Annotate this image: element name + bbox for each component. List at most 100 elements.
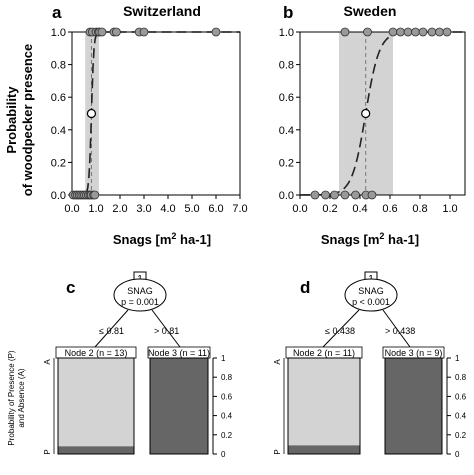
p0-presence-point bbox=[139, 27, 149, 37]
p2-split-left-label: ≤ 0.81 bbox=[99, 326, 124, 336]
p1-absence-point bbox=[367, 190, 377, 200]
p1-xtick-label: 0.6 bbox=[382, 203, 397, 215]
p2-node-label: Node 2 (n = 13) bbox=[65, 348, 128, 358]
p3-node-label: Node 2 (n = 11) bbox=[293, 348, 355, 358]
p2-node-label: Node 3 (n = 11) bbox=[148, 348, 210, 358]
p0-ytick-label: 0.0 bbox=[51, 190, 66, 202]
p1-ytick-label: 0.0 bbox=[279, 190, 294, 202]
p3-split-right-label: > 0.438 bbox=[385, 326, 415, 336]
p2-branch-right bbox=[151, 309, 181, 348]
p0-presence-point bbox=[211, 27, 221, 37]
p1-presence-point bbox=[411, 27, 420, 37]
p3-bar-frame bbox=[384, 357, 443, 455]
panel-b-xlabel: Snags [m2 ha-1] bbox=[321, 231, 419, 247]
p1-presence-point bbox=[363, 27, 372, 37]
p3-prob-tick-label: 0.8 bbox=[455, 373, 467, 382]
panel-a-ylabel-line1: Probability bbox=[4, 86, 19, 154]
p0-xtick-label: 7.0 bbox=[232, 203, 247, 215]
p2-presence-bar bbox=[58, 446, 134, 454]
p0-xtick-label: 6.0 bbox=[208, 203, 223, 215]
p1-presence-point bbox=[427, 27, 437, 37]
panel-b-label: b bbox=[283, 3, 293, 22]
p3-absence-bar bbox=[288, 358, 360, 446]
panel-b: b Sweden Snags [m2 ha-1] 0.0 0.2 0.4 0.6 0.8… bbox=[279, 3, 466, 247]
p0-ytick-label: 0.4 bbox=[51, 125, 66, 137]
panel-a: a Switzerland Probability of woodpecker … bbox=[4, 3, 248, 247]
p0-xtick-label: 2.0 bbox=[112, 203, 127, 215]
p1-midpoint-marker bbox=[361, 108, 371, 119]
p0-xtick-label: 1.0 bbox=[88, 203, 103, 215]
p1-logistic-curve bbox=[300, 31, 465, 196]
p3-axis-a-label: A bbox=[273, 359, 282, 365]
panel-c-ylabel-line2: and Absence (A) bbox=[17, 368, 26, 427]
p3-bar-frame bbox=[287, 357, 361, 455]
p1-ytick-label: 0.6 bbox=[279, 92, 294, 104]
p2-axis-a-label: A bbox=[43, 359, 52, 365]
p0-ytick-label: 0.2 bbox=[51, 157, 66, 169]
p3-presence-bar bbox=[385, 358, 442, 454]
p2-absence-bar bbox=[58, 358, 134, 447]
p0-xtick-label: 3.0 bbox=[136, 203, 151, 215]
p2-presence-bar bbox=[150, 358, 208, 454]
p1-presence-point bbox=[435, 27, 444, 37]
panel-c-label: c bbox=[66, 278, 75, 297]
p2-split-node bbox=[113, 278, 167, 312]
panel-c-ylabel-line1: Probability of Presence (P) bbox=[7, 350, 16, 445]
p2-split-variable: SNAG bbox=[127, 286, 153, 296]
p2-prob-tick-label: 0 bbox=[221, 450, 226, 459]
p2-bar-frame bbox=[57, 357, 135, 455]
p2-prob-tick-label: 1 bbox=[221, 354, 226, 363]
panel-a-label: a bbox=[52, 3, 62, 22]
p1-presence-point bbox=[403, 27, 413, 37]
p0-xtick-label: 4.0 bbox=[160, 203, 175, 215]
p1-presence-point bbox=[340, 27, 350, 37]
panel-b-title: Sweden bbox=[344, 3, 397, 19]
p0-xtick-label: 0.0 bbox=[64, 203, 79, 215]
p3-prob-tick-label: 0 bbox=[455, 450, 460, 459]
p1-xtick-label: 0.0 bbox=[292, 203, 307, 215]
p2-prob-tick-label: 0.4 bbox=[221, 412, 233, 421]
p0-xtick-label: 5.0 bbox=[184, 203, 199, 215]
p3-split-left-label: ≤ 0.438 bbox=[325, 326, 355, 336]
p1-ytick-label: 0.4 bbox=[279, 125, 294, 137]
p1-xtick-label: 1.0 bbox=[442, 203, 457, 215]
p2-prob-tick-label: 0.2 bbox=[221, 431, 233, 440]
p3-split-variable: SNAG bbox=[358, 286, 384, 296]
p3-prob-tick-label: 0.2 bbox=[455, 431, 467, 440]
p1-plot-frame bbox=[299, 31, 466, 196]
p3-split-node bbox=[344, 278, 398, 312]
p1-ytick-label: 1.0 bbox=[279, 27, 294, 39]
p2-bar-frame bbox=[149, 357, 209, 455]
p1-absence-point bbox=[351, 190, 360, 200]
p1-xtick-label: 0.4 bbox=[352, 203, 367, 215]
p1-presence-point bbox=[442, 27, 452, 37]
p2-branch-left bbox=[94, 309, 129, 348]
p1-absence-point bbox=[310, 190, 320, 200]
p1-ytick-label: 0.2 bbox=[279, 157, 294, 169]
p0-presence-point bbox=[97, 27, 107, 37]
p1-absence-point bbox=[330, 190, 339, 200]
p1-presence-point bbox=[396, 27, 405, 37]
p3-presence-bar bbox=[288, 445, 360, 454]
p1-xtick-label: 0.2 bbox=[322, 203, 337, 215]
panel-a-title: Switzerland bbox=[123, 3, 201, 19]
p3-prob-tick-label: 1 bbox=[455, 354, 460, 363]
p0-ytick-label: 0.6 bbox=[51, 92, 66, 104]
p0-ytick-label: 0.8 bbox=[51, 60, 66, 72]
p0-absence-point bbox=[90, 190, 100, 200]
p3-node-label: Node 3 (n = 9) bbox=[385, 348, 443, 358]
p1-ytick-label: 0.8 bbox=[279, 60, 294, 72]
p3-p-value: p < 0.001 bbox=[352, 297, 390, 307]
p0-ytick-label: 1.0 bbox=[51, 27, 66, 39]
p2-prob-tick-label: 0.6 bbox=[221, 392, 233, 401]
p2-prob-tick-label: 0.8 bbox=[221, 373, 233, 382]
p0-plot-frame bbox=[71, 31, 241, 196]
p1-xtick-label: 0.8 bbox=[412, 203, 427, 215]
p3-axis-p-label: P bbox=[273, 449, 282, 454]
p1-absence-point bbox=[340, 190, 350, 200]
p1-presence-point bbox=[418, 27, 428, 37]
